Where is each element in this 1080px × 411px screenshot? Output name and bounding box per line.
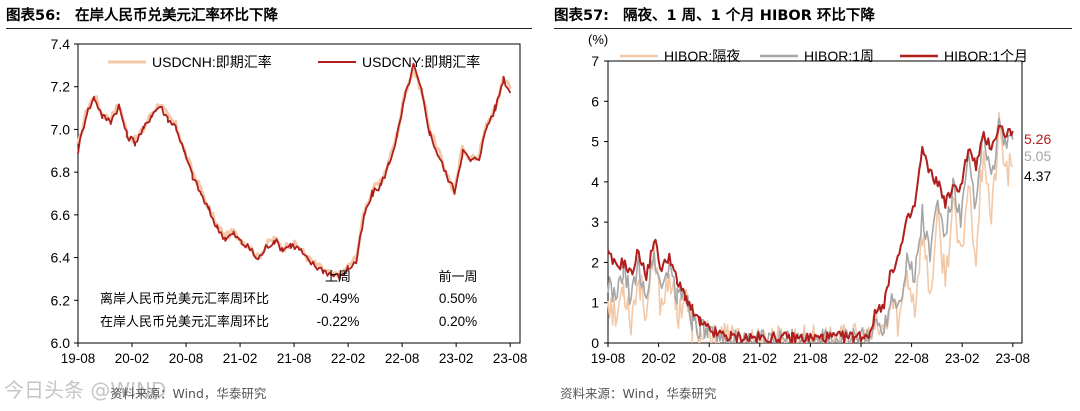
right-source-text: 资料来源：Wind，华泰研究 xyxy=(560,386,717,401)
y-tick-label: 6.0 xyxy=(51,335,71,351)
y-tick-label: 5 xyxy=(591,134,599,150)
x-tick-label: 23-08 xyxy=(996,351,1031,366)
left-chart-title: 图表56: 在岸人民币兑美元汇率环比下降 xyxy=(6,4,278,25)
legend-label: HIBOR:1周 xyxy=(804,48,874,64)
x-tick-label: 21-02 xyxy=(743,351,778,366)
x-tick-label: 22-02 xyxy=(844,351,879,366)
right-chart-title: 图表57: 隔夜、1 周、1 个月 HIBOR 环比下降 xyxy=(554,4,875,25)
right-chart-title-text: 隔夜、1 周、1 个月 HIBOR 环比下降 xyxy=(622,8,875,24)
end-value-label: 4.37 xyxy=(1024,168,1051,184)
legend-label: HIBOR:隔夜 xyxy=(664,48,740,64)
left-chart-svg: 6.0 6.2 6.4 6.6 6.8 7.0 7.2 7.4 19-08 20-02 20-08 2… xyxy=(51,36,528,366)
y-tick-label: 6.4 xyxy=(51,250,71,266)
x-tick-label: 22-08 xyxy=(894,351,929,366)
y-tick-label: 1 xyxy=(591,295,599,311)
table-header-last-week: 上周 xyxy=(325,269,351,284)
series-line-usdcny xyxy=(77,62,512,281)
title-underline xyxy=(6,28,532,29)
left-chart-panel: 图表56: 在岸人民币兑美元汇率环比下降 6.0 6.2 6.4 6.6 6.8 7.0 7.… xyxy=(4,4,532,402)
legend-label: USDCNH:即期汇率 xyxy=(152,54,272,70)
y-tick-label: 7 xyxy=(591,53,599,69)
y-tick-label: 7.0 xyxy=(51,121,71,137)
x-tick-label: 20-02 xyxy=(641,351,676,366)
plot-frame xyxy=(607,60,1023,344)
end-value-label: 5.26 xyxy=(1024,131,1051,147)
legend-label: USDCNY:即期汇率 xyxy=(362,54,480,70)
x-tick-label: 23-02 xyxy=(945,351,980,366)
plot-frame xyxy=(77,43,521,344)
x-tick-label: 23-08 xyxy=(493,351,528,366)
y-tick-label: 6.6 xyxy=(51,207,71,223)
x-tick-label: 21-08 xyxy=(793,351,828,366)
y-tick-label: 7.2 xyxy=(51,79,71,95)
y-tick-label: 6.2 xyxy=(51,292,71,308)
y-tick-label: 6.8 xyxy=(51,164,71,180)
table-value-last-week: -0.49% xyxy=(317,291,360,306)
x-tick-label: 21-02 xyxy=(223,351,258,366)
x-tick-label: 21-08 xyxy=(277,351,312,366)
left-chart-number: 图表56: xyxy=(6,8,61,24)
series-line-month xyxy=(607,124,1014,344)
x-tick-label: 19-08 xyxy=(61,351,96,366)
y-tick-label: 2 xyxy=(591,254,599,270)
table-header-prev-week: 前一周 xyxy=(438,269,477,284)
table-row-label: 离岸人民币兑美元汇率周环比 xyxy=(100,291,269,306)
x-tick-label: 20-08 xyxy=(169,351,204,366)
table-value-last-week: -0.22% xyxy=(317,314,360,329)
watermark: 今日头条 @WIND xyxy=(4,378,167,402)
y-tick-label: 4 xyxy=(591,174,599,190)
title-underline xyxy=(554,28,1072,29)
x-tick-label: 22-08 xyxy=(385,351,420,366)
left-chart-title-text: 在岸人民币兑美元汇率环比下降 xyxy=(74,8,278,24)
right-chart-panel: 图表57: 隔夜、1 周、1 个月 HIBOR 环比下降 (%) 0 1 2 3 4 5 6 7 1… xyxy=(548,0,1080,411)
right-chart-svg: (%) 0 1 2 3 4 5 6 7 19-08 20-02 20-08 21-02 21-08 22-0… xyxy=(588,32,1051,366)
y-tick-label: 6 xyxy=(591,93,599,109)
series-line-overnight xyxy=(607,111,1014,343)
x-tick-label: 19-08 xyxy=(591,351,626,366)
right-chart-number: 图表57: xyxy=(554,8,609,24)
end-value-label: 5.05 xyxy=(1024,148,1051,164)
y-unit-label: (%) xyxy=(588,32,608,47)
y-tick-label: 3 xyxy=(591,214,599,230)
x-tick-label: 22-02 xyxy=(331,351,366,366)
table-value-prev-week: 0.50% xyxy=(439,291,477,306)
table-value-prev-week: 0.20% xyxy=(439,314,477,329)
x-tick-label: 23-02 xyxy=(439,351,474,366)
table-row-label: 在岸人民币兑美元汇率周环比 xyxy=(100,314,269,329)
left-source-text: 资料来源：Wind，华泰研究 xyxy=(110,386,267,401)
series-line-week xyxy=(607,117,1014,343)
x-tick-label: 20-08 xyxy=(692,351,727,366)
series-line-usdcnh xyxy=(76,68,512,280)
x-tick-label: 20-02 xyxy=(115,351,150,366)
y-tick-label: 7.4 xyxy=(51,36,71,52)
y-tick-label: 0 xyxy=(591,335,599,351)
legend-label: HIBOR:1个月 xyxy=(944,48,1028,64)
